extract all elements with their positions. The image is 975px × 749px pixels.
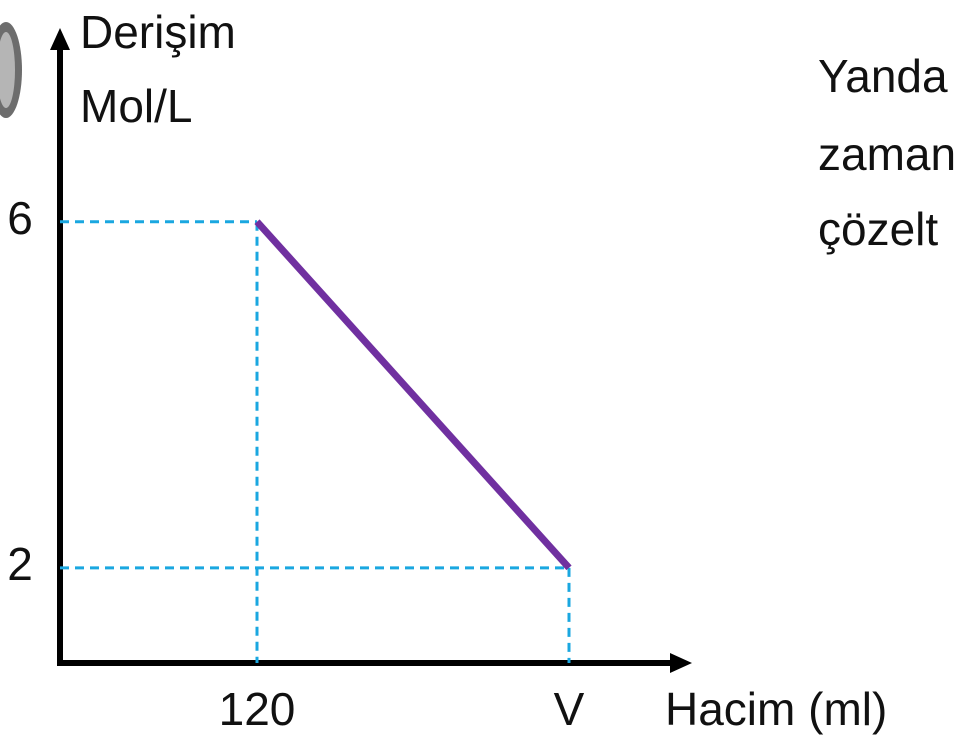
x-tick-label: V bbox=[554, 683, 585, 735]
data-line bbox=[257, 222, 569, 568]
y-axis-label: Derişim bbox=[80, 6, 236, 58]
decorative-image bbox=[0, 22, 22, 118]
x-tick-label: 120 bbox=[219, 683, 296, 735]
chart: Derişim Mol/L Hacim (ml) Yanda zaman çöz… bbox=[0, 0, 975, 749]
y-tick-label: 2 bbox=[7, 538, 33, 590]
y-axis-label: Mol/L bbox=[80, 80, 192, 132]
x-axis-label: Hacim (ml) bbox=[665, 683, 887, 735]
y-tick-label: 6 bbox=[7, 192, 33, 244]
annotation: zaman bbox=[818, 128, 956, 180]
y-axis-arrow bbox=[50, 28, 70, 50]
annotation: Yanda bbox=[818, 50, 948, 102]
annotation: çözelt bbox=[818, 203, 938, 255]
x-axis-arrow bbox=[670, 653, 692, 673]
page: Derişim Mol/L Hacim (ml) Yanda zaman çöz… bbox=[0, 0, 975, 749]
